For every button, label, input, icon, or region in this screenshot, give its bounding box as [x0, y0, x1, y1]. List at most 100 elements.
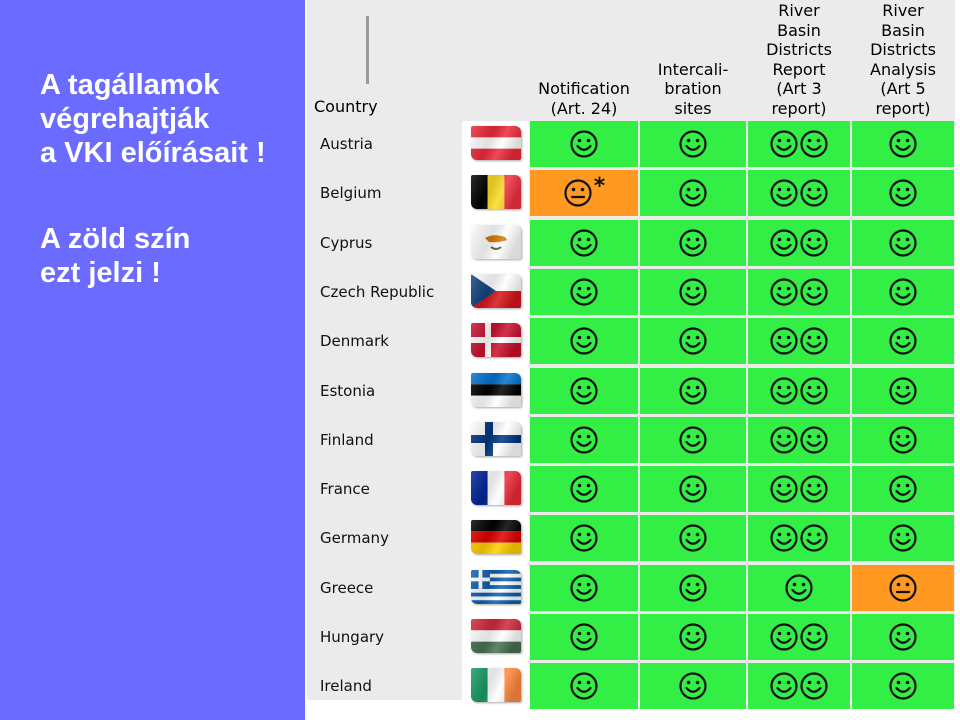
slide-title-line: A tagállamok [40, 69, 220, 101]
smiley-face-icon [800, 623, 828, 651]
status-cell-rbd_analysis [852, 318, 954, 365]
status-cell-intercalibration [640, 268, 746, 315]
column-header-line: Basin [881, 20, 925, 40]
smiley-face-icon [800, 179, 828, 207]
smiley-face-icon [770, 623, 798, 651]
column-header-rbd_analysis: River Basin Districts Analysis (Art 5 report) [852, 0, 954, 118]
status-cell-notification [530, 367, 638, 414]
decorative-divider [366, 16, 369, 84]
status-cell-rbd_analysis [852, 663, 954, 710]
smiley-face-icon [679, 130, 707, 158]
smiley-face-icon [679, 524, 707, 552]
smiley-face-icon [570, 574, 598, 602]
status-cell-rbd_analysis [852, 466, 954, 513]
belgium-flag [471, 175, 521, 210]
country-name: Czech Republic [320, 282, 435, 301]
smiley-face-icon [570, 524, 598, 552]
smiley-face-icon [889, 475, 917, 503]
smiley-face-icon [679, 574, 707, 602]
status-cell-rbd_report [748, 268, 850, 315]
smiley-face-icon [679, 376, 707, 405]
smiley-face-icon [770, 327, 798, 355]
smiley-face-icon [570, 672, 598, 700]
smiley-face-icon [679, 672, 707, 700]
column-header-intercalibration: Intercali-bration sites [640, 0, 746, 118]
column-header-line: River [778, 1, 820, 20]
ireland-flag [471, 668, 521, 703]
column-header-line: report) [771, 98, 827, 118]
smiley-face-icon [800, 376, 828, 405]
status-cell-rbd_report [748, 121, 850, 167]
smiley-face-icon [800, 278, 828, 306]
status-cell-rbd_report [748, 367, 850, 414]
smiley-face-icon [770, 179, 798, 207]
france-flag [471, 471, 521, 506]
status-cell-rbd_report [748, 515, 850, 562]
status-cell-rbd_analysis [852, 268, 954, 315]
smiley-face-icon [889, 327, 917, 355]
status-cell-rbd_report [748, 219, 850, 266]
column-header-line: Analysis [870, 59, 936, 79]
slide-note-line: A zöld szín [40, 223, 191, 255]
smiley-face-icon [889, 623, 917, 651]
country-name: Austria [320, 135, 373, 153]
column-header-line: Intercali- [657, 59, 729, 79]
neutral-face-icon [564, 179, 592, 207]
slide-note-line: ezt jelzi ! [40, 257, 161, 289]
status-cell-rbd_report [748, 564, 850, 611]
smiley-face-icon [770, 426, 798, 454]
smiley-face-icon [889, 228, 917, 257]
denmark-flag [471, 323, 521, 358]
estonia-flag [471, 372, 521, 407]
status-cell-intercalibration [640, 466, 746, 513]
status-cell-intercalibration [640, 121, 746, 167]
smiley-face-icon [889, 672, 917, 700]
smiley-face-icon [770, 376, 798, 405]
smiley-face-icon [570, 623, 598, 651]
smiley-face-icon [770, 228, 798, 257]
smiley-face-icon [570, 327, 598, 355]
smiley-face-icon [800, 327, 828, 355]
slide-title-line: a VKI előírásait ! [40, 137, 266, 169]
column-header-line: Notification [538, 79, 630, 98]
country-name: Cyprus [320, 233, 373, 252]
column-header-line: Basin [777, 20, 821, 40]
column-header-line: report) [875, 98, 931, 118]
status-cell-notification [530, 121, 638, 167]
smiley-face-icon [679, 327, 707, 355]
smiley-face-icon [679, 179, 707, 207]
country-name: Ireland [320, 677, 372, 696]
country-name: Greece [320, 578, 374, 597]
smiley-face-icon [679, 475, 707, 503]
smiley-face-icon [770, 130, 798, 158]
status-cell-notification [530, 416, 638, 463]
smiley-face-icon [800, 130, 828, 158]
smiley-face-icon [679, 426, 707, 454]
status-cell-intercalibration [640, 367, 746, 414]
finland-flag [471, 421, 521, 456]
status-cell-notification [530, 219, 638, 266]
status-cell-rbd_analysis [852, 170, 954, 217]
smiley-face-icon [800, 475, 828, 503]
status-cell-intercalibration [640, 614, 746, 660]
smiley-face-icon [570, 228, 598, 257]
smiley-face-icon [679, 228, 707, 257]
status-cell-rbd_analysis [852, 564, 954, 611]
czech-flag [471, 273, 521, 308]
smiley-face-icon [800, 426, 828, 454]
greece-flag [471, 569, 521, 604]
status-cell-rbd_analysis [852, 219, 954, 266]
smiley-face-icon [570, 376, 598, 405]
status-cell-intercalibration [640, 663, 746, 710]
smiley-face-icon [570, 426, 598, 454]
country-name: Belgium [320, 184, 382, 203]
smiley-face-icon [679, 623, 707, 651]
slide-title-line: végrehajtják [40, 103, 210, 135]
status-cell-intercalibration [640, 515, 746, 562]
smiley-face-icon [889, 376, 917, 405]
column-header-line: Report [772, 59, 826, 79]
column-header-notification: Notification (Art. 24) [530, 0, 638, 118]
status-cell-notification [530, 564, 638, 611]
smiley-face-icon [570, 278, 598, 306]
smiley-face-icon [770, 524, 798, 552]
